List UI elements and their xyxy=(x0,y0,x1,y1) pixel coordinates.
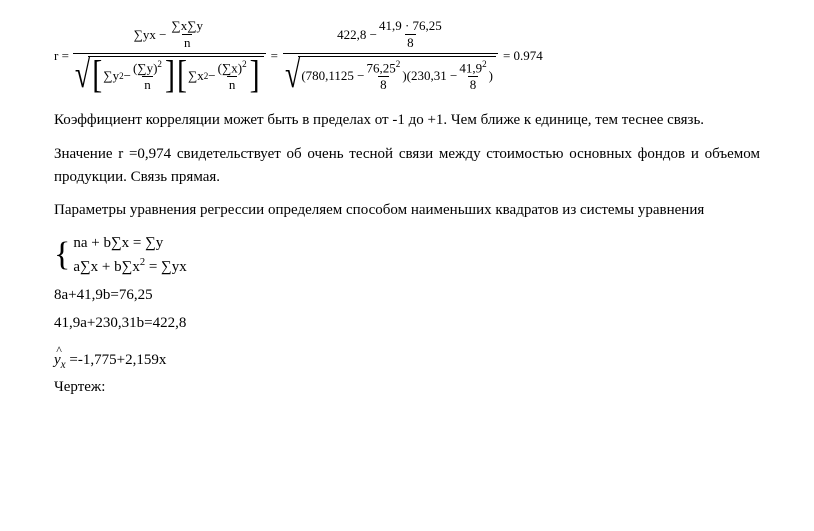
chart-label: Чертеж: xyxy=(54,376,760,399)
sum-y2: ∑y xyxy=(103,68,119,84)
inner-den: n xyxy=(182,34,193,51)
brace-icon: { xyxy=(54,243,70,267)
num-left: ∑yx − xyxy=(134,27,167,43)
minus1: − xyxy=(124,68,131,84)
inner-num: ∑x∑y xyxy=(169,18,205,34)
bracket-l2: [ xyxy=(177,61,187,92)
hat-icon: ^ xyxy=(56,341,61,360)
correlation-formula: r = ∑yx − ∑x∑y n √ [ ∑y2 − (∑y)2 n xyxy=(54,18,760,93)
bracket-r2: ] xyxy=(250,61,260,92)
linear-eq-1: 8a+41,9b=76,25 xyxy=(54,284,760,307)
minus2: − xyxy=(208,68,215,84)
linear-eq-2: 41,9a+230,31b=422,8 xyxy=(54,312,760,335)
regression-equation: ^ yx =-1,775+2,159x xyxy=(54,349,760,374)
numeric-fraction: 422,8 − 41,9 · 76,25 8 √ (780,1125 − 76,… xyxy=(283,18,498,93)
equals-result: = 0.974 xyxy=(503,48,543,64)
bracket-r1: ] xyxy=(165,61,175,92)
paragraph-3: Параметры уравнения регрессии определяем… xyxy=(54,199,760,222)
sum-x2: ∑x xyxy=(188,68,204,84)
equals-1: = xyxy=(271,48,278,64)
bracket-l1: [ xyxy=(92,61,102,92)
sqrt-symbol-2: √ xyxy=(285,56,300,108)
r-equals: r = xyxy=(54,48,69,64)
equation-system: { na + b∑x = ∑y a∑x + b∑x2 = ∑yx xyxy=(54,232,760,278)
num-left2: 422,8 − xyxy=(337,27,377,43)
symbolic-fraction: ∑yx − ∑x∑y n √ [ ∑y2 − (∑y)2 n ] xyxy=(73,18,266,93)
paragraph-1: Коэффициент корреляции может быть в пред… xyxy=(54,109,760,132)
sqrt-symbol: √ xyxy=(75,56,90,108)
paragraph-2: Значение r =0,974 свидетельствует об оче… xyxy=(54,143,760,190)
